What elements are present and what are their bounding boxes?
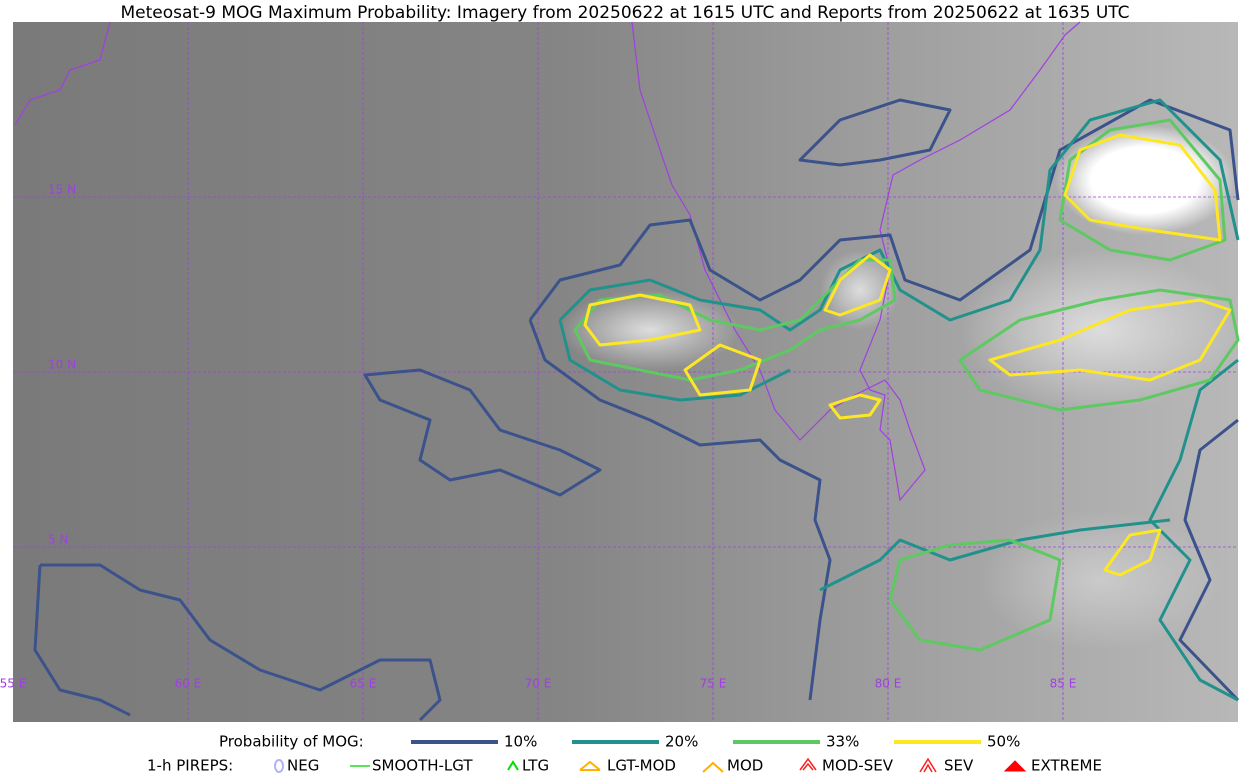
- lon-label: 65 E: [350, 677, 377, 691]
- lat-label: 15 N: [48, 183, 76, 197]
- legend-title: Probability of MOG:: [219, 733, 364, 751]
- legend-label: 20%: [665, 733, 698, 751]
- lon-label: 75 E: [700, 677, 727, 691]
- contour-33: [573, 118, 1240, 652]
- legend-label: 50%: [987, 733, 1020, 751]
- map: 15 N 10 N 5 N 55 E 60 E 65 E 70 E 75 E 80 E 85 E: [0, 21, 1240, 722]
- lon-label: 85 E: [1050, 677, 1077, 691]
- lon-label: 70 E: [525, 677, 552, 691]
- contour-10: [33, 98, 952, 722]
- title: Meteosat-9 MOG Maximum Probability: Imag…: [120, 3, 1129, 23]
- pirep-icon: [507, 760, 519, 771]
- legend-label: SMOOTH-LGT: [372, 757, 473, 775]
- cloud: [1055, 125, 1235, 235]
- legend-label: 33%: [826, 733, 859, 751]
- legend-title: 1-h PIREPS:: [147, 757, 233, 775]
- cloud: [980, 510, 1220, 650]
- pirep-icon: [579, 760, 601, 771]
- lon-label: 80 E: [875, 677, 902, 691]
- pirep-icon: [919, 757, 937, 773]
- legend: Probability of MOG: 1-h PIREPS: 10% 20% 33…: [147, 733, 1102, 775]
- legend-label: MOD: [727, 757, 763, 775]
- legend-label: 10%: [504, 733, 537, 751]
- pirep-icon: [702, 761, 724, 773]
- cloud: [560, 290, 740, 370]
- cloud: [960, 250, 1240, 410]
- legend-label: EXTREME: [1031, 757, 1102, 775]
- lat-label: 5 N: [48, 533, 68, 547]
- contour-50: [583, 133, 1232, 577]
- lon-label: 60 E: [175, 677, 202, 691]
- pirep-icon: [799, 757, 817, 771]
- coastline: [14, 21, 111, 126]
- legend-label: MOD-SEV: [822, 757, 894, 775]
- legend-label: NEG: [287, 757, 319, 775]
- legend-label: LTG: [522, 757, 549, 775]
- lat-label: 10 N: [48, 358, 76, 372]
- contour-10: [528, 98, 1240, 702]
- pirep-icon: [274, 759, 284, 773]
- lon-label: 55 E: [0, 677, 26, 691]
- legend-label: LGT-MOD: [607, 757, 676, 775]
- legend-label: SEV: [944, 757, 974, 775]
- pirep-icon: [1003, 760, 1027, 772]
- coastline: [631, 21, 1081, 502]
